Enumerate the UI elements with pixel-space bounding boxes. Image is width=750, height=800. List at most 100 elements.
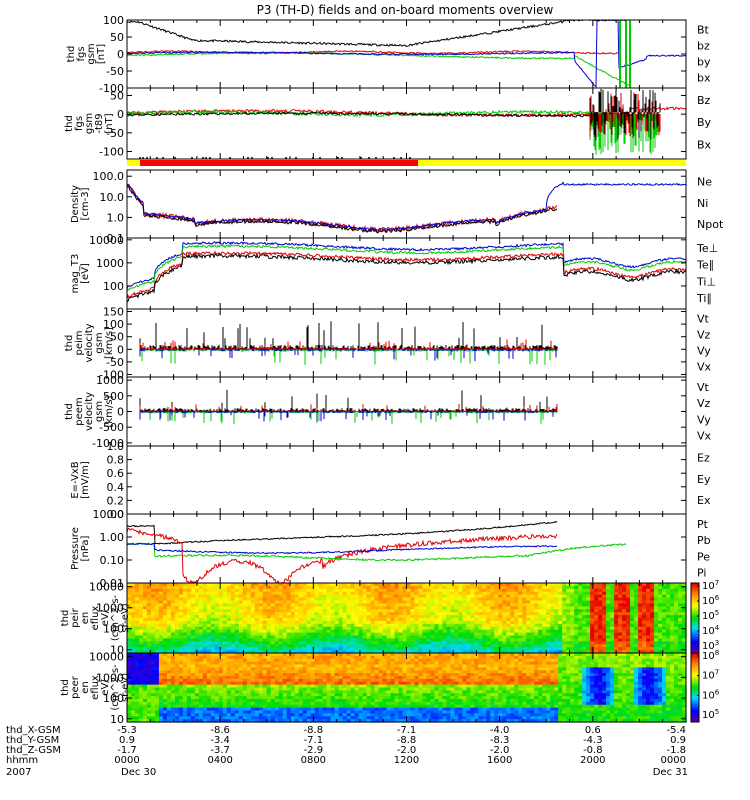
legend-vy: Vy	[697, 413, 711, 426]
colorbar-tick: 105	[702, 609, 719, 622]
legend-te∥: Te∥	[696, 259, 714, 272]
y-axis-label: en	[80, 681, 91, 694]
orbit-value: -7.1	[304, 735, 324, 746]
y-axis-label: gsm	[86, 43, 97, 64]
time-ticks	[126, 446, 687, 514]
y-tick-label: 0	[117, 48, 124, 61]
orbit-value: -5.4	[666, 725, 686, 736]
y-tick-label: 100	[103, 14, 124, 27]
y-tick-label: -1000	[92, 437, 124, 450]
electron-colorbar: 108 107 106 105	[690, 649, 720, 723]
y-tick-label: -100	[99, 82, 124, 95]
y-axis-label: [cm-3]	[80, 187, 91, 220]
vz-spikes	[139, 339, 558, 350]
year-label: 2007	[6, 767, 31, 778]
vx-e-spikes	[139, 411, 558, 422]
date-end: Dec 31	[653, 767, 688, 778]
orbit-value: 0.6	[585, 725, 601, 736]
ne-line	[126, 183, 558, 233]
colorbar-tick: 106	[702, 594, 720, 607]
orbit-value: -1.7	[117, 745, 137, 756]
y-axis-label: sr-eV)	[120, 603, 131, 632]
y-axis-label: (cm^2-s-	[110, 594, 121, 641]
legend-ey: Ey	[697, 473, 711, 486]
panel-frame	[126, 513, 687, 584]
y-tick-label: 1.0	[107, 440, 125, 453]
orbit-value: -5.3	[117, 725, 137, 736]
y-axis-label: fgs	[76, 46, 87, 61]
ti-par-line	[126, 244, 687, 292]
vz-e-spikes	[139, 404, 558, 412]
vy-spikes	[139, 349, 558, 365]
legend-ti⊥: Ti⊥	[696, 275, 716, 288]
date-start: Dec 30	[121, 767, 156, 778]
y-tick-label: -100	[99, 146, 124, 159]
y-axis-label: thd	[64, 115, 75, 132]
y-tick-label: 0.10	[100, 554, 125, 567]
pi-line	[126, 542, 558, 555]
ti-perp-line	[126, 241, 687, 289]
y-axis-label: eV/	[100, 609, 111, 626]
orbit-value: -8.8	[304, 725, 324, 736]
y-axis-label: thd	[64, 403, 75, 420]
y-axis-label: [mV/m]	[80, 461, 91, 499]
y-tick-label: 100	[103, 692, 124, 705]
ni-line	[126, 186, 558, 234]
y-axis-label: [nPa]	[80, 535, 91, 561]
colorbar-tick: 104	[702, 624, 720, 637]
y-axis-label: [km/s]	[104, 327, 115, 359]
colorbar-tick: 105	[702, 708, 719, 721]
legend-npot: Npot	[697, 218, 724, 231]
orbit-value: -2.9	[304, 745, 324, 756]
orbit-row-label: thd_Z-GSM	[6, 745, 61, 756]
y-axis-label: thd	[66, 46, 77, 63]
y-axis-label: Pressure	[70, 527, 81, 570]
orbit-row-label: thd_Y-GSM	[6, 735, 59, 746]
y-tick-label: 0.0	[107, 508, 125, 521]
y-axis-label: thd	[60, 610, 71, 627]
y-axis-label: gsm	[84, 113, 95, 134]
legend-bx: bx	[697, 72, 711, 85]
y-axis-label: eV/	[100, 679, 111, 696]
orbit-value: -2.0	[490, 745, 510, 756]
y-tick-label: 0.4	[107, 481, 125, 494]
y-axis-label: sr-eV)	[120, 673, 131, 702]
orbit-value: -7.1	[397, 725, 417, 736]
legend-ex: Ex	[697, 494, 711, 507]
y-axis-label: E=-VxB	[70, 461, 81, 498]
y-tick-label: 0.1	[107, 232, 125, 245]
by-spike-region	[619, 20, 631, 88]
y-axis-label: peim	[74, 330, 85, 355]
y-tick-label: -50	[106, 356, 124, 369]
y-tick-label: -500	[99, 421, 124, 434]
time-ticks	[126, 514, 687, 583]
time-ticks	[126, 88, 687, 159]
electron-spectrogram	[127, 653, 687, 723]
y-tick-label: 150	[103, 306, 124, 319]
y-axis-label: velocity	[84, 392, 95, 431]
legend-vt: Vt	[697, 313, 710, 326]
te-par-line	[126, 252, 687, 303]
mode-bar-fast	[140, 160, 418, 166]
y-tick-label: 1000	[96, 257, 124, 270]
te-perp-line	[126, 250, 687, 300]
y-tick-label: 100	[103, 280, 124, 293]
y-axis-label: thd	[60, 679, 71, 696]
legend-pe: Pe	[697, 550, 710, 563]
colorbar-tick: 107	[702, 579, 719, 592]
y-tick-label: 1000	[96, 671, 124, 684]
vy-e-spikes	[139, 411, 558, 424]
figure-title: P3 (TH-D) fields and on-board moments ov…	[257, 3, 554, 17]
y-axis-label: velocity	[84, 323, 95, 362]
npot-line	[126, 181, 687, 231]
legend-ti∥: Ti∥	[696, 292, 712, 305]
colorbar-tick: 108	[702, 649, 719, 662]
y-tick-label: 0.01	[100, 577, 125, 590]
legend-vx: Vx	[697, 361, 712, 374]
time-ticks	[126, 20, 687, 88]
dbx-line	[127, 111, 608, 118]
y-tick-label: 1000	[96, 374, 124, 387]
orbit-value: -4.3	[583, 735, 603, 746]
